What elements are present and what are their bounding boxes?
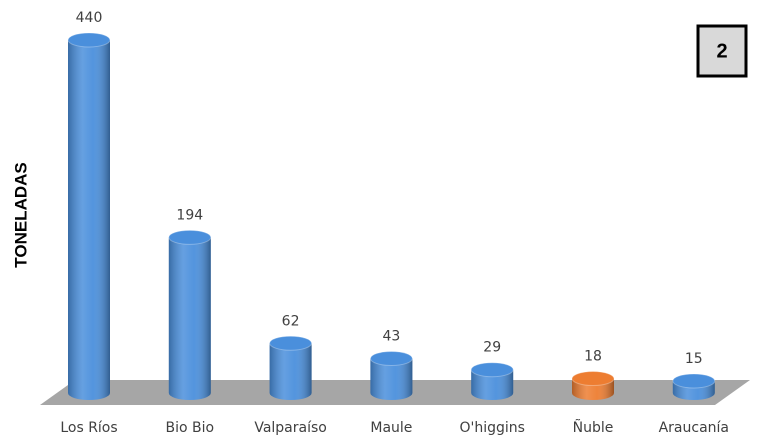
bar-shade [269,343,312,401]
x-tick-label: Valparaíso [254,420,327,436]
bar-top [470,362,514,378]
bar-top [168,229,212,245]
bar-top [67,32,111,48]
value-label: 43 [382,329,400,345]
x-tick-label: Maule [370,420,412,436]
bar-shade [471,369,514,401]
x-tick-label: Bio Bio [166,420,215,436]
value-label: 15 [685,351,703,367]
bar-shade [68,40,110,400]
y-axis-label: TONELADAS [11,162,30,267]
value-label: 29 [483,340,501,356]
value-label: 18 [584,349,602,365]
annotation: 2 [716,40,727,62]
bar-shade [168,237,211,401]
bar-shade [370,358,413,401]
bar-top [269,335,313,351]
x-tick-label: O'higgins [459,420,524,436]
value-label: 62 [282,313,300,329]
x-tick-label: Ñuble [573,419,614,436]
bar-top [672,373,716,389]
bar-top [571,371,615,387]
x-tick-label: Araucanía [659,420,729,436]
value-label: 440 [76,10,103,26]
annotation-box [696,24,748,78]
x-tick-label: Los Ríos [60,420,117,436]
bar-top [369,351,413,367]
value-label: 194 [176,207,203,223]
